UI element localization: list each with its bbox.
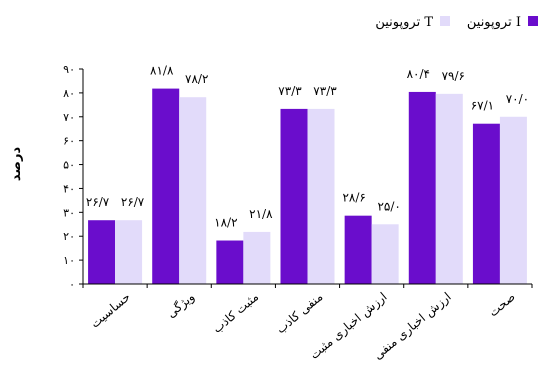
legend-label: تروپونین I (467, 15, 521, 30)
y-tick-label: ۱۰ (63, 254, 75, 267)
data-label: ۲۸/۶ (342, 191, 365, 205)
category-label: مثبت کاذب (210, 290, 261, 336)
y-tick-label: ۰ (69, 278, 75, 291)
bar (435, 93, 463, 284)
data-labels: ۲۶/۷ ۲۶/۷ ۸۱/۸ ۷۸/۲ ۱۸/۲ ۲۱/۸ ۷۳/۳ ۷۳/۳ ۲۸/۶ ۲۵/۰… (86, 64, 529, 230)
bar (88, 220, 116, 284)
data-label: ۷۸/۲ (185, 72, 208, 86)
data-label: ۲۵/۰ (377, 199, 400, 213)
y-axis-title: درصد (9, 147, 24, 182)
y-tick-label: ۵۰ (63, 159, 75, 172)
bar (243, 231, 271, 284)
data-label: ۲۶/۷ (121, 195, 145, 209)
data-label: ۷۹/۶ (442, 69, 465, 83)
data-label: ۲۶/۷ (86, 195, 110, 209)
data-label: ۷۳/۳ (313, 84, 337, 98)
category-label: ویژگی (164, 290, 197, 321)
bar (179, 97, 207, 284)
bars (88, 88, 527, 285)
axes (79, 68, 533, 288)
legend: تروپونین T تروپونین I (375, 15, 538, 30)
data-label: ۷۰/۰ (506, 92, 529, 106)
data-label: ۷۳/۳ (278, 84, 302, 98)
data-label: ۶۷/۱ (471, 99, 494, 113)
category-label: حساسیت (88, 290, 133, 331)
legend-swatch (528, 16, 538, 26)
bar (152, 88, 180, 284)
legend-swatch (440, 16, 450, 26)
bar (344, 215, 372, 284)
data-label: ۸۰/۴ (407, 67, 430, 81)
bar (280, 108, 308, 285)
legend-label: تروپونین T (375, 15, 433, 30)
bar (307, 108, 335, 285)
bar (371, 224, 399, 284)
bar (499, 116, 527, 285)
y-tick-label: ۷۰ (63, 111, 75, 124)
bar (216, 240, 244, 284)
data-label: ۲۱/۸ (249, 207, 273, 221)
y-tick-label: ۸۰ (63, 87, 75, 100)
y-tick-label: ۳۰ (63, 206, 75, 219)
y-axis-ticks: ۰ ۱۰ ۲۰ ۳۰ ۴۰ ۵۰ ۶۰ ۷۰ ۸۰ ۹۰ (63, 63, 75, 291)
bar (115, 220, 143, 284)
category-label: منفی کاذب (274, 290, 326, 337)
bar (408, 91, 436, 284)
category-label: صحت (486, 290, 518, 320)
y-tick-label: ۲۰ (63, 230, 75, 243)
bar (472, 123, 500, 284)
y-tick-label: ۶۰ (63, 135, 75, 148)
data-label: ۸۱/۸ (150, 64, 174, 78)
y-tick-label: ۹۰ (63, 63, 75, 76)
y-tick-label: ۴۰ (63, 182, 75, 195)
data-label: ۱۸/۲ (214, 216, 237, 230)
